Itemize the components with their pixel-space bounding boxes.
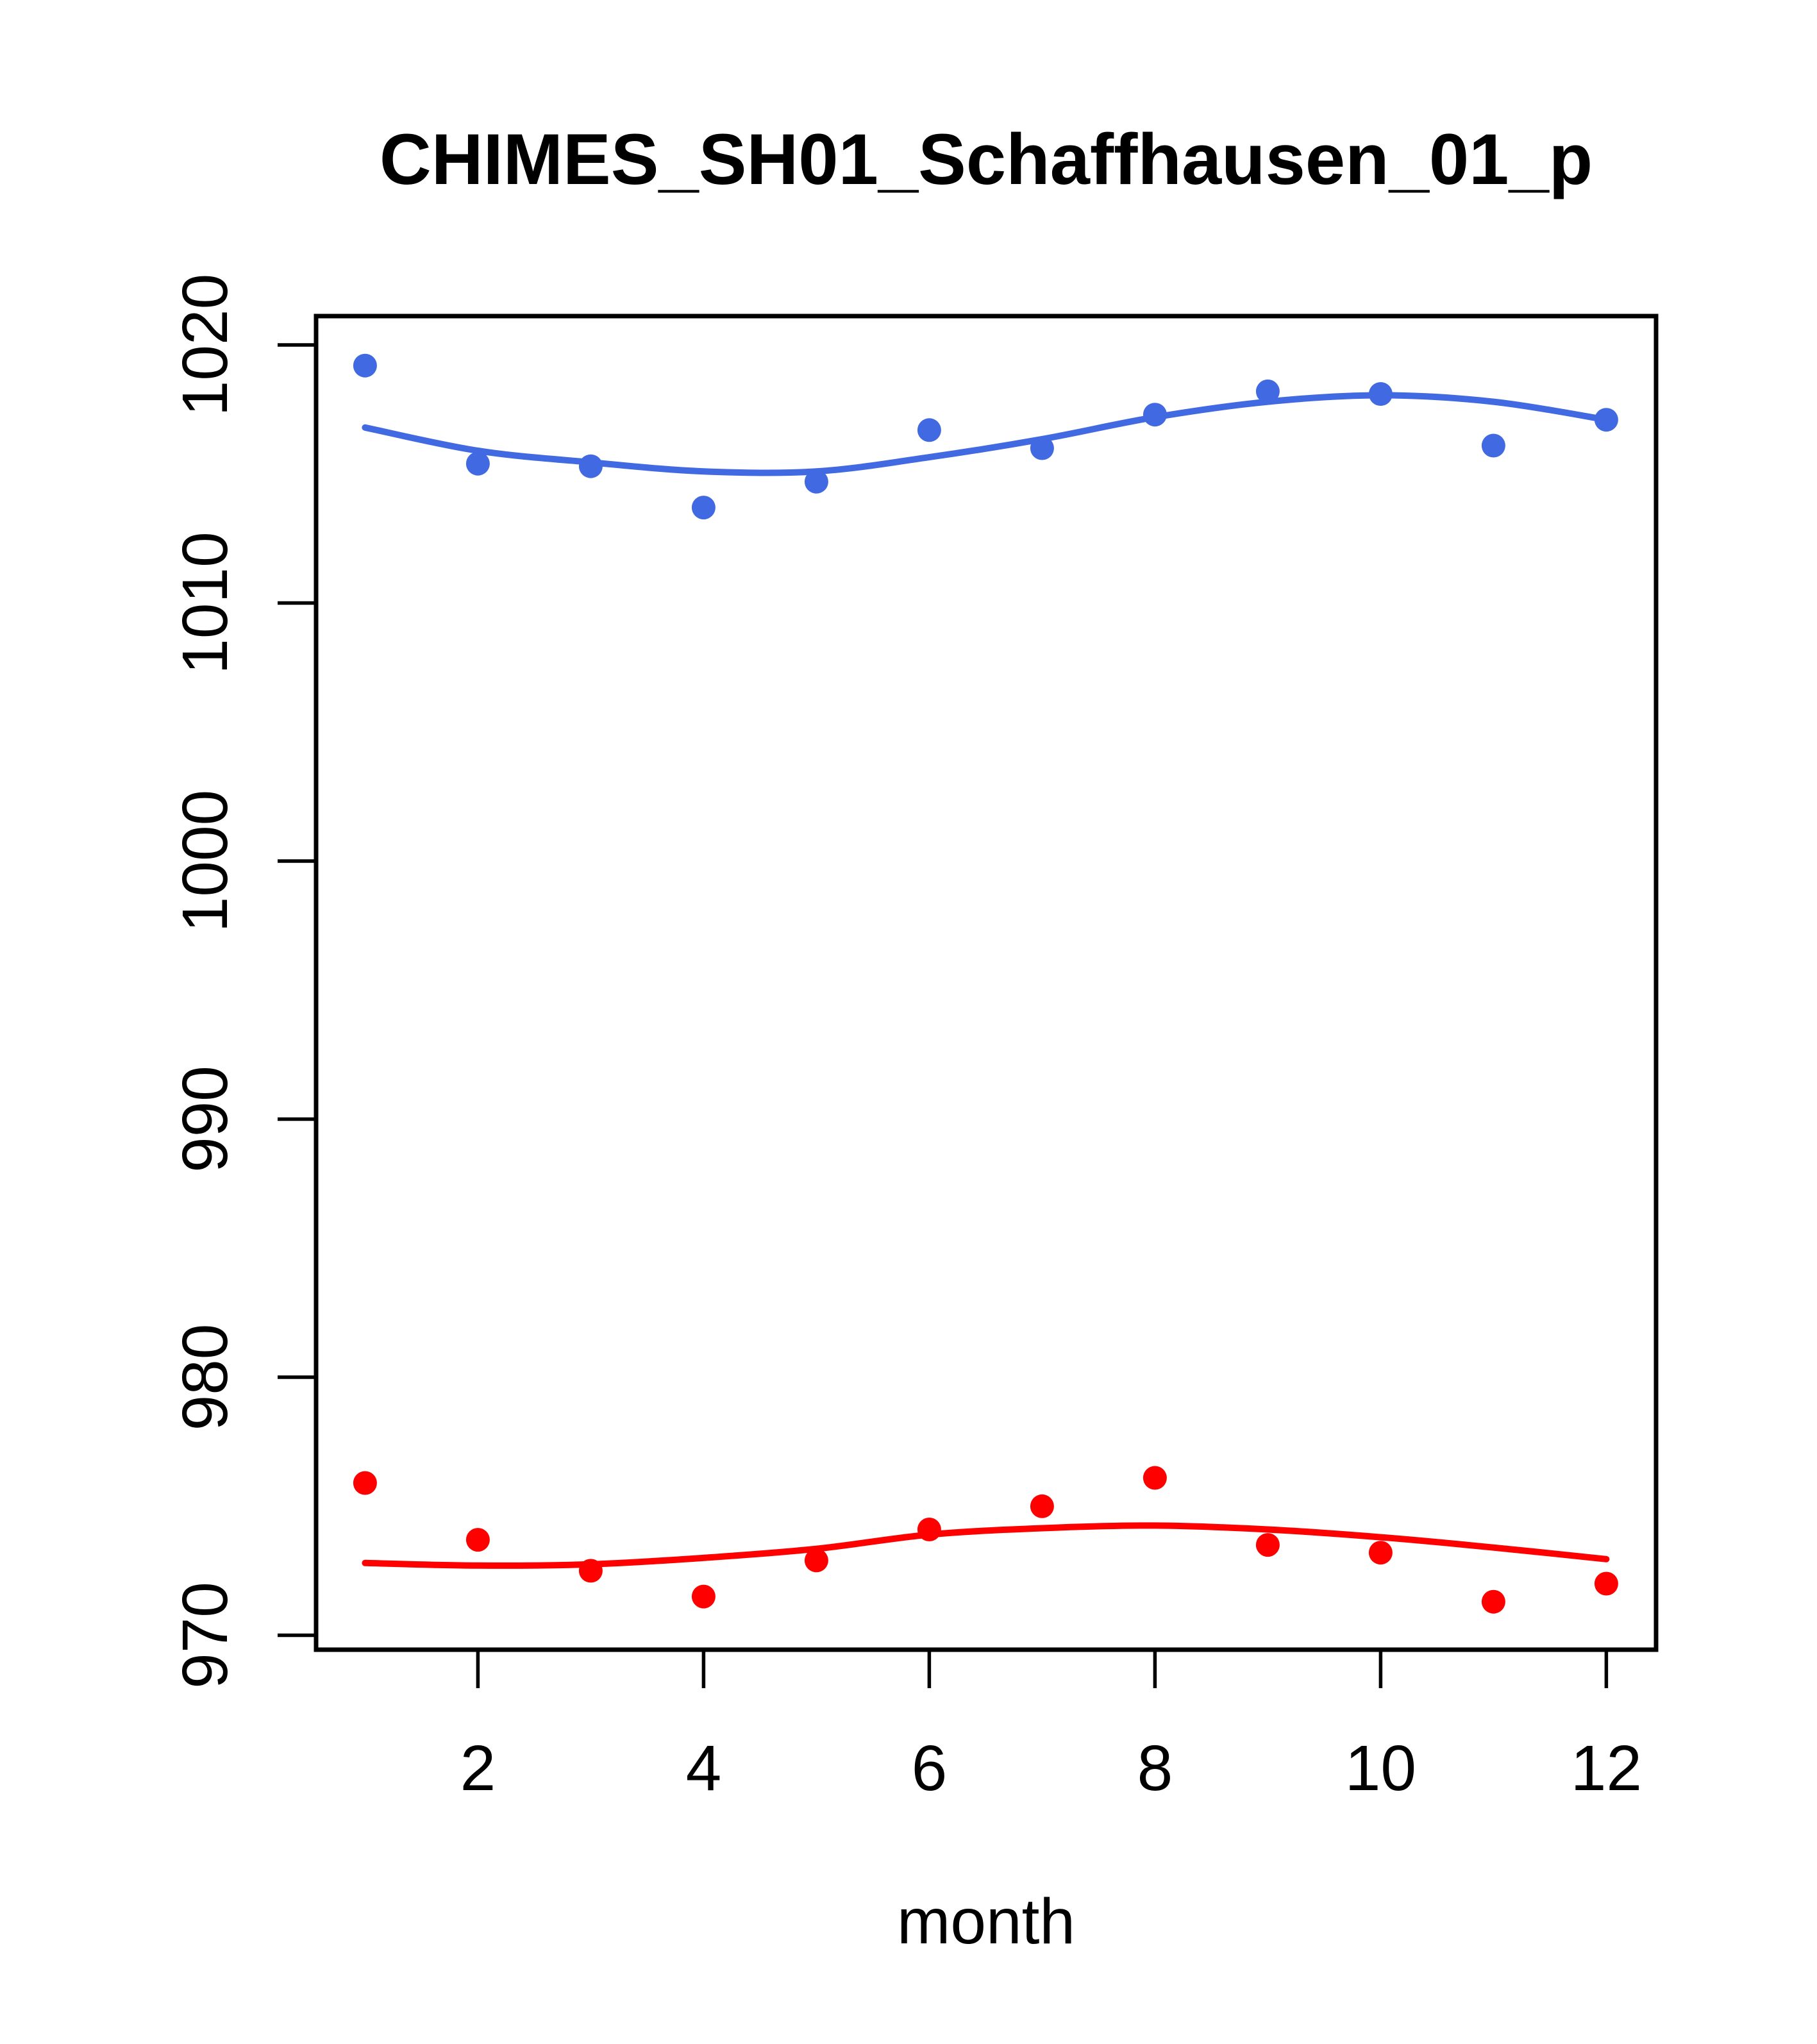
x-axis: 2 4 6 8 10 12 [460, 1650, 1642, 1804]
lower-red-series-points [353, 1466, 1618, 1614]
y-tick-label: 1020 [169, 274, 241, 416]
y-tick-label: 1010 [169, 532, 241, 674]
upper-blue-series-point [691, 496, 716, 520]
x-tick-label: 8 [1137, 1732, 1173, 1804]
x-tick-label: 12 [1571, 1732, 1642, 1804]
y-axis: 970 980 990 1000 1010 1020 [169, 274, 316, 1689]
lower-red-series-point [1030, 1494, 1054, 1518]
x-tick-label: 10 [1345, 1732, 1416, 1804]
lower-red-series-point [804, 1548, 828, 1573]
y-tick-label: 1000 [169, 790, 241, 932]
y-tick-label: 970 [169, 1582, 241, 1689]
upper-blue-series-point [353, 353, 377, 378]
y-tick-label: 980 [169, 1324, 241, 1431]
lower-red-series-point [1594, 1571, 1618, 1596]
lower-red-series-point [1255, 1533, 1280, 1557]
upper-blue-series-point [1368, 382, 1393, 406]
upper-blue-series-point [1481, 433, 1505, 458]
series-layer [353, 353, 1618, 1614]
chart-title: CHIMES_SH01_Schaffhausen_01_p [380, 119, 1593, 199]
lower-red-series-point [1481, 1589, 1505, 1614]
x-tick-label: 2 [460, 1732, 496, 1804]
lower-red-series-point [578, 1559, 603, 1583]
lower-red-series-point [691, 1584, 716, 1609]
upper-blue-series-point [804, 469, 828, 494]
upper-blue-series-point [1594, 408, 1618, 432]
x-tick-label: 4 [686, 1732, 722, 1804]
plot-box [314, 314, 1659, 1652]
upper-blue-series-point [917, 418, 941, 442]
lower-red-series-point [353, 1471, 377, 1495]
upper-blue-series-point [578, 454, 603, 478]
upper-blue-series-point [465, 451, 490, 476]
lower-red-series-point [917, 1518, 941, 1541]
upper-blue-series-curve [362, 392, 1610, 476]
upper-blue-series-point [1143, 403, 1167, 427]
upper-blue-series-point [1255, 379, 1280, 403]
lower-red-series-point [1368, 1541, 1393, 1565]
x-tick-label: 6 [912, 1732, 948, 1804]
lower-red-series-point [1143, 1466, 1167, 1490]
lower-red-series-point [465, 1528, 490, 1552]
upper-blue-series-points [353, 353, 1618, 520]
upper-blue-series-point [1030, 436, 1054, 460]
lower-red-series-curve [362, 1522, 1610, 1569]
y-tick-label: 990 [169, 1066, 241, 1173]
x-axis-label: month [897, 1886, 1075, 1957]
